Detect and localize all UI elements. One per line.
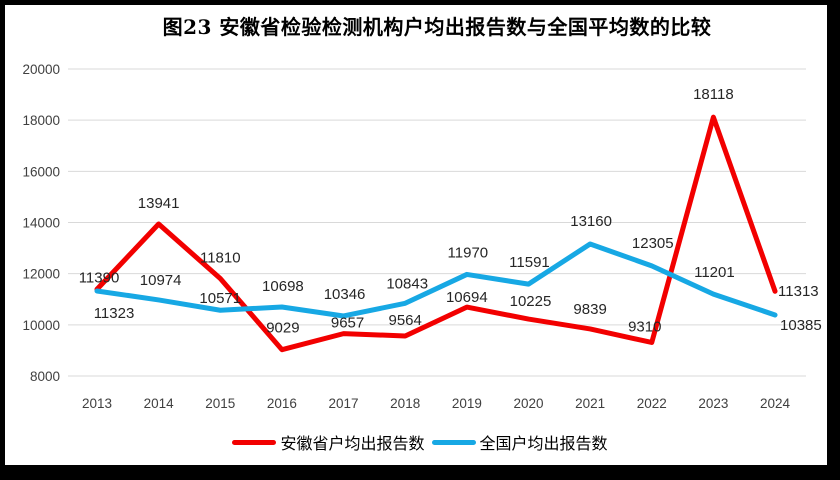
data-label: 9029 [266,320,299,337]
data-label: 10571 [199,290,241,307]
data-label: 10385 [780,317,822,334]
x-tick-label: 2017 [329,396,359,411]
x-tick-label: 2014 [144,396,175,411]
data-label: 11810 [200,250,241,267]
data-label: 11313 [778,283,819,300]
x-tick-label: 2016 [267,396,297,411]
anhui-series-line [94,114,778,353]
national-series-line [94,241,778,319]
data-label: 12305 [632,235,674,252]
x-tick-label: 2019 [452,396,482,411]
x-tick-label: 2015 [205,396,235,411]
y-tick-label: 16000 [22,164,60,179]
data-label: 9310 [628,318,661,335]
data-label: 18118 [693,86,734,103]
legend-swatch-anhui [232,439,277,445]
data-label: 13941 [138,195,180,212]
y-tick-label: 18000 [22,113,60,128]
chart-title: 图23 安徽省检验检测机构户均出报告数与全国平均数的比较 [162,15,712,39]
data-label: 9657 [331,315,364,332]
x-tick-label: 2023 [698,396,728,411]
data-label: 11390 [79,269,120,286]
x-tick-label: 2021 [575,396,605,411]
data-label: 10346 [324,286,366,303]
y-tick-label: 8000 [30,369,60,384]
data-label: 13160 [570,213,612,230]
legend-label-national: 全国户均出报告数 [479,436,608,453]
data-label: 10694 [446,289,488,306]
legend: 安徽省户均出报告数 全国户均出报告数 [0,432,840,453]
data-label: 9839 [573,301,606,318]
x-tick-label: 2022 [637,396,667,411]
y-tick-label: 10000 [22,318,60,333]
data-label: 10225 [510,293,552,310]
x-tick-label: 2020 [513,396,543,411]
y-tick-label: 12000 [22,267,60,282]
x-tick-label: 2013 [82,396,112,411]
data-label: 11201 [694,264,735,281]
data-label: 11970 [448,244,489,261]
x-tick-label: 2018 [390,396,420,411]
x-tick-label: 2024 [760,396,791,411]
data-label: 9564 [389,312,422,329]
y-tick-label: 20000 [22,62,60,77]
data-label: 11323 [94,305,135,322]
legend-swatch-national [431,439,476,445]
y-tick-label: 14000 [22,216,60,231]
legend-label-anhui: 安徽省户均出报告数 [280,436,425,453]
data-label: 10698 [262,278,304,295]
data-label: 10974 [140,272,182,289]
data-label: 11591 [509,254,550,271]
data-label: 10843 [386,275,428,292]
